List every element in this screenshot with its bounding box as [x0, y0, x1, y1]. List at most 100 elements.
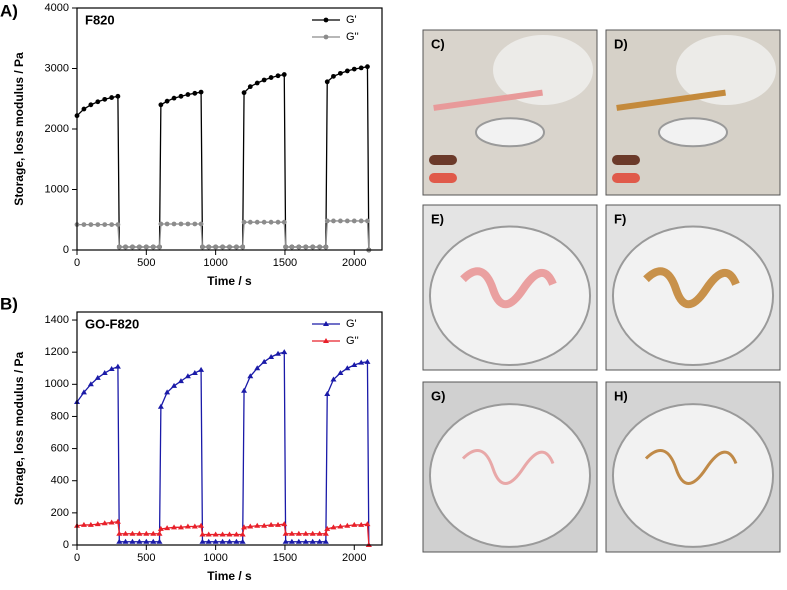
marker	[316, 538, 323, 544]
photo: H)	[605, 381, 781, 553]
marker	[212, 538, 219, 544]
marker	[192, 90, 198, 96]
photo-label: D)	[614, 36, 628, 51]
marker	[164, 389, 171, 395]
marker	[220, 244, 225, 250]
dish	[611, 225, 775, 367]
marker	[338, 218, 343, 224]
marker	[295, 530, 302, 536]
marker	[136, 244, 142, 250]
marker	[239, 531, 246, 537]
marker	[206, 244, 212, 250]
photo: C)	[422, 29, 598, 196]
glove	[493, 35, 593, 105]
marker	[114, 363, 121, 369]
marker	[200, 244, 205, 250]
marker	[136, 538, 143, 544]
marker	[296, 244, 302, 250]
marker	[344, 68, 350, 74]
marker	[81, 106, 87, 112]
marker	[241, 524, 248, 530]
marker	[365, 218, 370, 224]
marker	[322, 530, 329, 536]
legend-marker	[323, 34, 329, 40]
y-tick-label: 2000	[45, 123, 69, 135]
syringe	[433, 89, 543, 111]
marker	[198, 522, 205, 528]
marker	[331, 218, 336, 224]
marker	[239, 538, 246, 544]
marker	[116, 530, 123, 536]
marker	[80, 389, 87, 395]
x-tick-label: 2000	[342, 257, 366, 269]
marker	[254, 80, 260, 86]
marker	[351, 218, 357, 224]
marker	[157, 525, 164, 531]
marker	[94, 374, 101, 380]
photo-label: C)	[431, 36, 445, 51]
marker	[365, 64, 370, 70]
glove	[676, 35, 776, 105]
marker	[116, 244, 122, 250]
marker	[219, 531, 226, 537]
marker	[108, 519, 115, 525]
marker	[275, 521, 282, 527]
marker	[303, 244, 309, 250]
marker	[199, 538, 206, 544]
marker	[288, 530, 295, 536]
marker	[364, 521, 371, 527]
marker	[283, 244, 289, 250]
vial	[612, 173, 640, 183]
series-line	[76, 351, 370, 546]
marker	[358, 65, 364, 71]
marker	[247, 523, 254, 529]
x-tick-label: 1500	[273, 552, 297, 564]
panel-label: A)	[0, 1, 18, 20]
legend-label: G''	[346, 31, 359, 43]
marker	[226, 538, 233, 544]
legend-marker	[323, 17, 329, 23]
marker	[198, 221, 204, 227]
marker	[247, 219, 253, 225]
marker	[212, 531, 219, 537]
marker	[338, 70, 343, 76]
marker	[330, 524, 337, 530]
x-tick-label: 500	[137, 552, 155, 564]
gel-pattern	[644, 449, 738, 485]
marker	[123, 244, 128, 250]
marker	[87, 521, 94, 527]
marker	[330, 376, 337, 382]
marker	[192, 221, 198, 227]
y-tick-label: 600	[51, 442, 69, 454]
marker	[101, 520, 108, 526]
marker	[322, 538, 329, 544]
marker	[268, 75, 274, 80]
marker	[233, 531, 240, 537]
y-axis-label: Storage, loss modulus / Pa	[12, 351, 26, 505]
photo: G)	[422, 381, 598, 553]
marker	[122, 530, 129, 536]
marker	[81, 222, 87, 227]
marker	[275, 73, 281, 79]
y-tick-label: 1000	[45, 378, 69, 390]
marker	[234, 244, 239, 250]
x-tick-label: 1500	[273, 257, 297, 269]
marker	[281, 521, 288, 527]
marker	[101, 370, 108, 376]
y-axis-label: Storage, loss modulus / Pa	[12, 52, 26, 206]
marker	[185, 221, 191, 227]
marker	[178, 93, 184, 99]
marker	[116, 538, 123, 544]
dish	[475, 117, 545, 148]
photo-label: H)	[614, 388, 628, 403]
photo-label: E)	[431, 211, 444, 226]
dish	[611, 403, 775, 548]
marker	[324, 79, 330, 85]
marker	[164, 98, 170, 104]
marker	[156, 530, 163, 536]
marker	[240, 244, 246, 250]
marker	[344, 218, 350, 224]
marker	[295, 538, 302, 544]
marker	[177, 378, 184, 384]
